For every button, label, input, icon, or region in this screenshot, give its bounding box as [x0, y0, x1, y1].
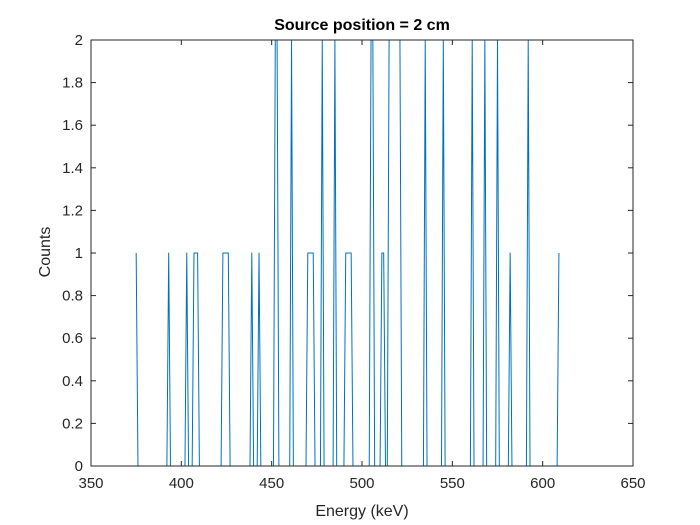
x-tick-label: 650	[620, 475, 645, 492]
y-tick-label: 1.4	[62, 160, 83, 177]
y-tick-label: 0	[75, 458, 83, 475]
y-tick-label: 0.8	[62, 288, 83, 305]
x-tick-label: 600	[530, 475, 555, 492]
x-tick-label: 450	[259, 475, 284, 492]
y-tick-label: 2	[75, 32, 83, 49]
y-axis-label: Counts	[37, 227, 54, 278]
y-tick-label: 0.2	[62, 415, 83, 432]
y-tick-label: 1.8	[62, 75, 83, 92]
y-tick-label: 1.6	[62, 117, 83, 134]
x-axis-label: Energy (keV)	[315, 503, 408, 520]
x-tick-label: 500	[349, 475, 374, 492]
x-tick-label: 350	[78, 475, 103, 492]
y-tick-label: 1.2	[62, 202, 83, 219]
y-tick-label: 0.6	[62, 330, 83, 347]
chart-title: Source position = 2 cm	[274, 17, 450, 34]
y-tick-label: 0.4	[62, 373, 83, 390]
x-tick-label: 400	[169, 475, 194, 492]
plot-area	[91, 40, 633, 466]
y-tick-label: 1	[75, 245, 83, 262]
x-tick-label: 550	[440, 475, 465, 492]
